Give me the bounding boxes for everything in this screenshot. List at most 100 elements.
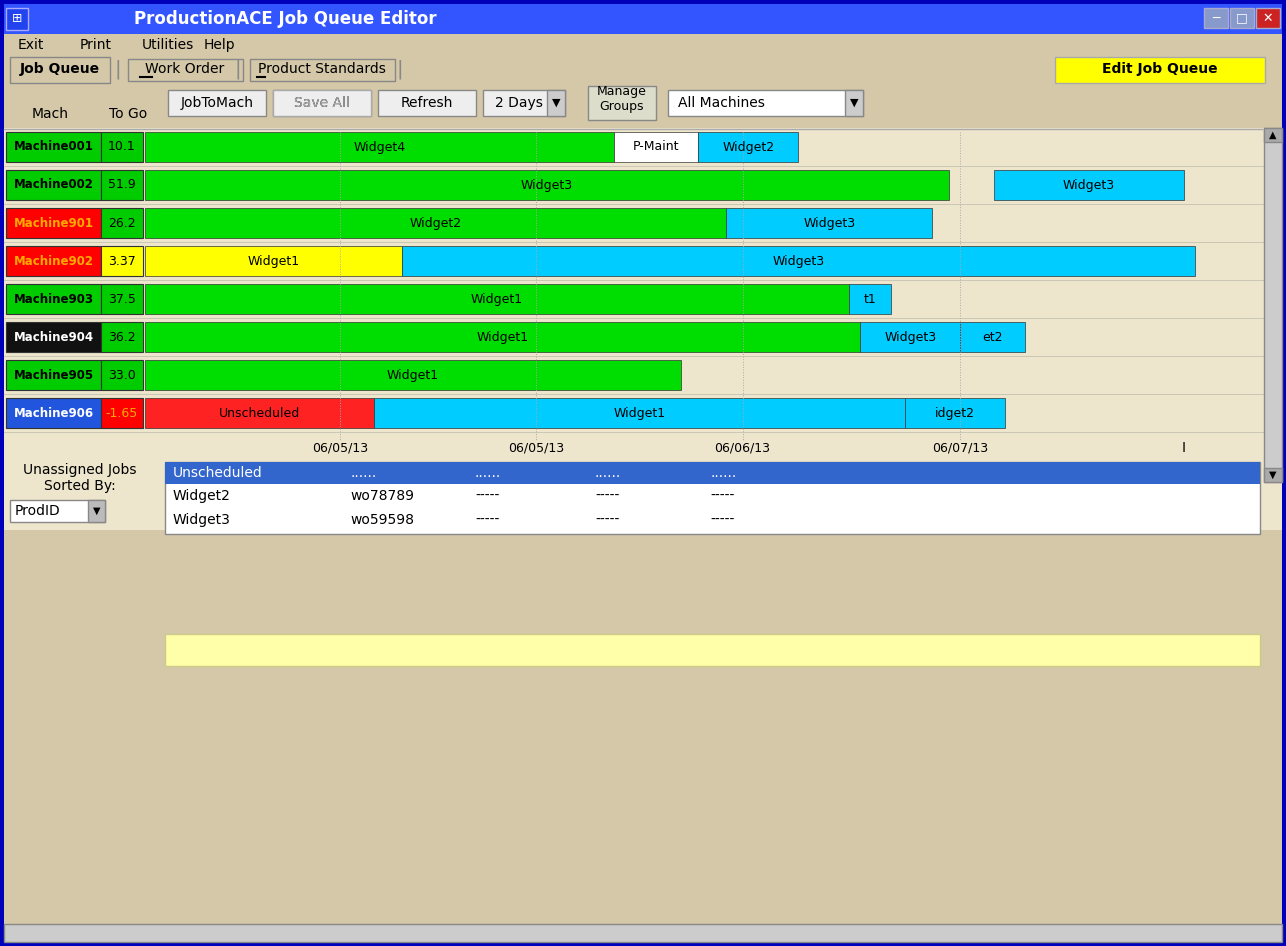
- Text: et2: et2: [983, 330, 1003, 343]
- Text: -----: -----: [595, 513, 620, 527]
- Text: -----: -----: [475, 513, 499, 527]
- Text: Unassigned Jobs
Sorted By:: Unassigned Jobs Sorted By:: [23, 463, 136, 493]
- Bar: [4, 56, 1282, 84]
- Text: Machine902: Machine902: [13, 254, 94, 268]
- Text: ......: ......: [475, 466, 502, 480]
- Bar: [1264, 468, 1282, 482]
- Text: Machine001: Machine001: [14, 141, 94, 153]
- Bar: [1229, 8, 1254, 28]
- Bar: [10, 500, 105, 522]
- Text: Widget1: Widget1: [476, 330, 529, 343]
- Text: ▼: ▼: [552, 98, 561, 108]
- Text: 37.5: 37.5: [108, 292, 136, 306]
- Text: Manage
Groups: Manage Groups: [597, 85, 647, 113]
- Text: 10.1: 10.1: [108, 141, 136, 153]
- Text: idget2: idget2: [935, 407, 975, 419]
- Text: ▼: ▼: [850, 98, 858, 108]
- Text: ......: ......: [595, 466, 621, 480]
- Bar: [102, 322, 143, 352]
- Bar: [1204, 8, 1228, 28]
- Text: Edit Job Queue: Edit Job Queue: [1102, 62, 1218, 76]
- Text: 06/07/13: 06/07/13: [932, 442, 989, 454]
- Text: |: |: [234, 60, 242, 79]
- Bar: [4, 4, 1282, 34]
- Bar: [102, 284, 143, 314]
- Bar: [145, 246, 403, 276]
- Text: Machine903: Machine903: [13, 292, 94, 306]
- Text: ▼: ▼: [94, 506, 100, 516]
- Text: ─: ─: [1213, 11, 1219, 25]
- Bar: [6, 8, 28, 30]
- Text: P-Maint: P-Maint: [633, 141, 679, 153]
- Text: Refresh: Refresh: [401, 96, 453, 110]
- Text: Widget3: Widget3: [174, 513, 231, 527]
- Bar: [102, 246, 143, 276]
- Text: ......: ......: [710, 466, 737, 480]
- Bar: [145, 322, 860, 352]
- Bar: [87, 500, 105, 522]
- Bar: [145, 170, 949, 200]
- Bar: [249, 59, 395, 81]
- Text: Machine906: Machine906: [13, 407, 94, 419]
- Text: Widget1: Widget1: [387, 369, 439, 381]
- Bar: [129, 59, 243, 81]
- Text: -----: -----: [475, 489, 499, 503]
- Bar: [4, 34, 1282, 56]
- Text: -----: -----: [710, 489, 734, 503]
- Bar: [6, 208, 102, 238]
- Bar: [403, 246, 1195, 276]
- Text: Widget2: Widget2: [723, 141, 774, 153]
- Text: Widget3: Widget3: [521, 179, 574, 191]
- Text: ▼: ▼: [1269, 470, 1277, 480]
- Text: 3.37: 3.37: [108, 254, 136, 268]
- Text: Product Standards: Product Standards: [258, 62, 386, 76]
- Bar: [145, 132, 615, 162]
- Bar: [165, 462, 1260, 484]
- Text: All Machines: All Machines: [678, 96, 765, 110]
- Text: JobToMach: JobToMach: [180, 96, 253, 110]
- Text: Work Order: Work Order: [145, 62, 225, 76]
- Text: Print: Print: [80, 38, 112, 52]
- Text: ProdID: ProdID: [15, 504, 60, 518]
- Text: Widget1: Widget1: [613, 407, 665, 419]
- Text: To Go: To Go: [109, 107, 147, 121]
- Text: 2 Days: 2 Days: [495, 96, 543, 110]
- Text: ⊞: ⊞: [12, 12, 22, 26]
- Text: -----: -----: [710, 513, 734, 527]
- Text: Utilities: Utilities: [141, 38, 194, 52]
- Bar: [4, 924, 1282, 942]
- Bar: [102, 132, 143, 162]
- Text: 36.2: 36.2: [108, 330, 136, 343]
- Bar: [994, 170, 1184, 200]
- Text: Job Queue: Job Queue: [21, 62, 100, 76]
- Text: 06/05/13: 06/05/13: [312, 442, 369, 454]
- Bar: [1264, 128, 1282, 142]
- Text: Machine901: Machine901: [13, 217, 94, 230]
- Bar: [145, 284, 849, 314]
- Bar: [6, 170, 102, 200]
- Bar: [547, 90, 565, 116]
- Text: 06/06/13: 06/06/13: [715, 442, 770, 454]
- Text: 51.9: 51.9: [108, 179, 136, 191]
- Text: -1.65: -1.65: [105, 407, 138, 419]
- Bar: [1256, 8, 1280, 28]
- Text: Machine905: Machine905: [13, 369, 94, 381]
- Text: Widget2: Widget2: [174, 489, 231, 503]
- Bar: [145, 208, 725, 238]
- Bar: [6, 284, 102, 314]
- Text: t1: t1: [864, 292, 876, 306]
- Text: -----: -----: [595, 489, 620, 503]
- Text: Widget3: Widget3: [1062, 179, 1115, 191]
- Text: |: |: [114, 60, 121, 79]
- Bar: [165, 634, 1260, 666]
- Text: |: |: [396, 60, 404, 79]
- Text: Unscheduled: Unscheduled: [174, 466, 262, 480]
- Bar: [273, 90, 370, 116]
- Text: Widget1: Widget1: [247, 254, 300, 268]
- Text: Widget3: Widget3: [773, 254, 824, 268]
- Bar: [849, 284, 891, 314]
- Text: Machine904: Machine904: [13, 330, 94, 343]
- Bar: [165, 462, 1260, 534]
- Bar: [6, 322, 102, 352]
- Text: Mach: Mach: [31, 107, 68, 121]
